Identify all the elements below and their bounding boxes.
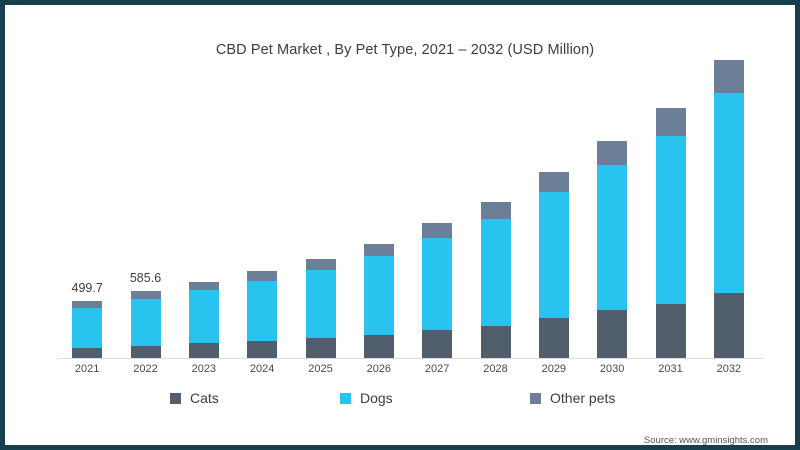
x-axis-line	[58, 358, 764, 359]
square-swatch-icon	[170, 392, 181, 404]
bar-segment-other-2022[interactable]	[130, 291, 161, 299]
x-axis-tick-2023: 2023	[191, 363, 217, 375]
bar-column-2026[interactable]	[363, 243, 394, 358]
x-axis-tick-2028: 2028	[483, 363, 508, 375]
bar-segment-other-2026[interactable]	[363, 243, 394, 257]
bar-segment-cats-2021[interactable]	[72, 348, 103, 358]
bar-segment-cats-2023[interactable]	[188, 343, 219, 358]
x-axis-tick-2029: 2029	[541, 363, 567, 375]
square-swatch-icon	[530, 392, 541, 404]
bar-segment-dogs-2026[interactable]	[363, 256, 394, 335]
x-axis-tick-2026: 2026	[366, 363, 392, 375]
bar-column-2023[interactable]	[188, 281, 219, 358]
chart-legend: Cats Dogs Other pets	[10, 390, 795, 412]
legend-label: Other pets	[550, 390, 616, 406]
bar-segment-other-2024[interactable]	[247, 271, 278, 281]
bar-segment-other-2028[interactable]	[480, 202, 511, 220]
bar-column-2031[interactable]	[655, 107, 686, 358]
bar-segment-other-2027[interactable]	[422, 223, 453, 239]
bar-segment-cats-2029[interactable]	[538, 318, 569, 358]
bar-column-2032[interactable]	[713, 60, 744, 358]
bar-segment-dogs-2030[interactable]	[597, 164, 628, 311]
bar-segment-dogs-2029[interactable]	[538, 191, 569, 319]
bar-segment-other-2031[interactable]	[655, 107, 686, 136]
bar-column-2028[interactable]	[480, 202, 511, 358]
bar-segment-other-2021[interactable]	[72, 301, 103, 308]
legend-item-dogs[interactable]: Dogs	[340, 390, 393, 406]
bar-segment-cats-2026[interactable]	[363, 334, 394, 358]
x-axis-tick-2021: 2021	[74, 363, 100, 375]
bar-segment-cats-2031[interactable]	[655, 303, 686, 358]
plot-area: 499.7 585.6	[58, 60, 758, 358]
bar-column-2027[interactable]	[422, 223, 453, 358]
bar-segment-cats-2025[interactable]	[305, 338, 336, 358]
x-axis-tick-2022: 2022	[133, 363, 158, 375]
bar-segment-cats-2032[interactable]	[713, 293, 744, 358]
bar-column-2024[interactable]	[247, 271, 278, 358]
legend-item-cats[interactable]: Cats	[170, 390, 219, 406]
bar-column-2025[interactable]	[305, 259, 336, 358]
bar-segment-dogs-2024[interactable]	[247, 280, 278, 341]
source-attribution: Source: www.gminsights.com	[643, 435, 768, 446]
bar-column-2029[interactable]	[538, 172, 569, 358]
x-axis-tick-2030: 2030	[599, 363, 625, 375]
x-axis-tick-2025: 2025	[308, 363, 333, 375]
bar-segment-dogs-2021[interactable]	[72, 307, 103, 349]
x-axis-tick-2024: 2024	[249, 363, 275, 375]
bar-segment-dogs-2022[interactable]	[130, 298, 161, 347]
chart-title: CBD Pet Market , By Pet Type, 2021 – 203…	[215, 42, 595, 58]
bar-segment-dogs-2028[interactable]	[480, 219, 511, 326]
bar-segment-cats-2027[interactable]	[422, 330, 453, 358]
bar-segment-cats-2024[interactable]	[247, 340, 278, 358]
bar-column-2021[interactable]	[72, 301, 103, 358]
x-axis-tick-2032: 2032	[716, 363, 742, 375]
bar-segment-dogs-2025[interactable]	[305, 269, 336, 339]
legend-label: Cats	[190, 390, 219, 406]
bar-value-label-2022: 585.6	[129, 271, 162, 286]
bar-segment-other-2023[interactable]	[188, 281, 219, 291]
bar-segment-cats-2028[interactable]	[480, 325, 511, 358]
bar-segment-other-2025[interactable]	[305, 259, 336, 270]
bar-segment-other-2029[interactable]	[538, 172, 569, 192]
bar-column-2022[interactable]	[130, 291, 161, 358]
bar-segment-dogs-2031[interactable]	[655, 135, 686, 304]
bar-segment-dogs-2027[interactable]	[422, 238, 453, 331]
bar-segment-dogs-2023[interactable]	[188, 290, 219, 344]
x-axis-tick-2031: 2031	[658, 363, 683, 375]
square-swatch-icon	[340, 392, 351, 404]
bar-segment-other-2032[interactable]	[713, 60, 744, 93]
bar-segment-cats-2022[interactable]	[130, 346, 161, 358]
legend-item-other-pets[interactable]: Other pets	[530, 390, 615, 406]
bar-segment-dogs-2032[interactable]	[713, 92, 744, 294]
chart-canvas: CBD Pet Market , By Pet Type, 2021 – 203…	[10, 10, 790, 445]
x-axis-tick-2027: 2027	[424, 363, 450, 375]
legend-label: Dogs	[360, 390, 393, 406]
bar-segment-other-2030[interactable]	[597, 140, 628, 165]
bar-segment-cats-2030[interactable]	[597, 310, 628, 358]
bar-value-label-2021: 499.7	[71, 281, 103, 296]
bar-column-2030[interactable]	[597, 140, 628, 358]
